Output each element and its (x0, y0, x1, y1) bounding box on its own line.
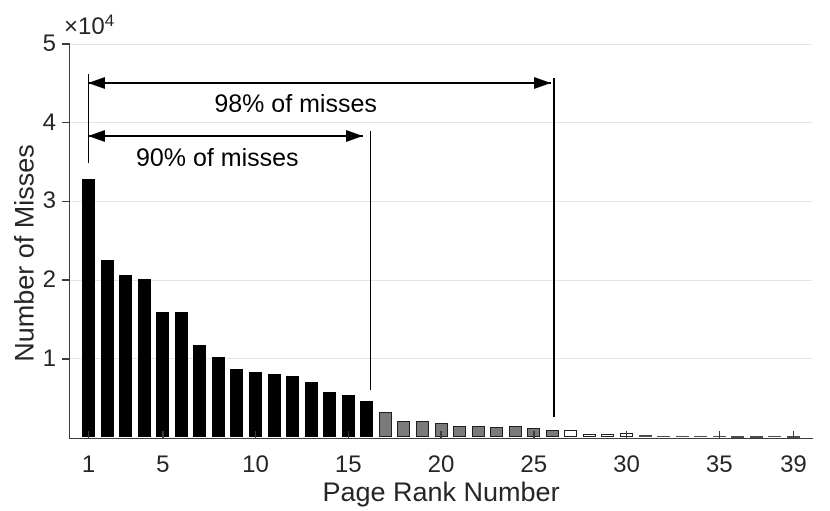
bar-rank-17 (378, 411, 392, 438)
gridline (70, 43, 812, 45)
bar-rank-37 (749, 436, 763, 438)
gridline (70, 122, 812, 124)
bar-rank-23 (490, 427, 504, 438)
annotation-arrow-line (88, 82, 552, 84)
x-axis-label: Page Rank Number (322, 477, 560, 507)
y-tick-label: 2 (42, 266, 56, 294)
bar-rank-12 (286, 376, 300, 438)
x-tick-label: 35 (705, 451, 733, 478)
bar-rank-36 (731, 436, 745, 438)
annotation-arrow-line (88, 135, 363, 137)
range-start-marker (87, 74, 90, 163)
bar-rank-19 (415, 420, 429, 438)
bar-rank-6 (174, 312, 188, 438)
x-tick-label: 5 (156, 451, 170, 478)
annotation-boundary-line (553, 78, 555, 417)
bar-rank-38 (768, 435, 782, 438)
y-axis-exponent: ×104 (64, 10, 114, 41)
x-tick-mark (625, 430, 628, 438)
bar-rank-26 (545, 429, 559, 438)
bar-rank-15 (341, 395, 355, 438)
gridline (70, 358, 812, 360)
bar-rank-24 (508, 426, 522, 438)
x-tick-label: 20 (427, 451, 455, 478)
y-tick-mark (62, 358, 69, 360)
bar-rank-2 (100, 260, 114, 438)
bar-rank-13 (304, 382, 318, 438)
x-tick-mark (87, 430, 90, 438)
bar-rank-16 (360, 401, 374, 438)
bar-rank-14 (323, 391, 337, 438)
bar-rank-3 (119, 275, 133, 438)
x-tick-label: 1 (81, 451, 96, 478)
y-tick-label: 3 (42, 187, 56, 215)
exponent-base: ×10 (64, 13, 105, 40)
bar-rank-10 (249, 372, 262, 438)
x-tick-mark (440, 430, 442, 438)
y-tick-mark (62, 200, 69, 203)
x-tick-mark (347, 430, 349, 438)
x-tick-mark (718, 430, 720, 438)
y-tick-mark (62, 121, 69, 124)
x-tick-mark (792, 430, 795, 438)
arrow-head-left-icon (88, 130, 106, 142)
bar-rank-27 (564, 429, 578, 438)
y-tick-mark (62, 43, 69, 45)
y-tick-mark (62, 279, 69, 281)
bar-rank-28 (582, 433, 596, 438)
exponent-power: 4 (104, 11, 115, 30)
x-tick-label: 15 (334, 451, 362, 478)
arrow-head-right-icon (345, 130, 363, 142)
bar-rank-1 (82, 179, 96, 438)
bar-rank-9 (230, 369, 244, 438)
annotation-label: 98% of misses (214, 90, 377, 118)
bar-rank-29 (601, 433, 615, 438)
y-axis-line (68, 43, 70, 439)
gridline (70, 200, 812, 202)
x-tick-label: 10 (242, 451, 269, 478)
y-tick-label: 1 (42, 344, 56, 372)
bar-rank-21 (453, 426, 467, 438)
x-tick-mark (533, 430, 535, 438)
bar-rank-22 (471, 426, 485, 438)
annotation-label: 90% of misses (135, 144, 299, 172)
bar-rank-7 (193, 344, 207, 438)
y-tick-label: 4 (42, 108, 56, 136)
bar-rank-33 (675, 435, 689, 438)
bar-rank-5 (156, 311, 170, 438)
bar-rank-18 (397, 421, 411, 438)
bar-rank-34 (694, 435, 708, 438)
bar-rank-8 (211, 357, 225, 438)
gridline (70, 279, 812, 281)
y-tick-label: 5 (42, 30, 56, 57)
bar-rank-31 (638, 435, 652, 438)
arrow-head-right-icon (534, 77, 552, 89)
x-tick-label: 39 (780, 451, 807, 478)
bar-rank-32 (657, 435, 671, 438)
annotation-boundary-line (369, 131, 372, 390)
x-tick-mark (162, 430, 164, 438)
bar-rank-4 (137, 278, 151, 438)
bar-rank-11 (267, 373, 281, 438)
arrow-head-left-icon (88, 77, 106, 89)
x-tick-label: 30 (613, 451, 640, 478)
x-axis-line (68, 437, 813, 440)
x-tick-label: 25 (520, 451, 548, 478)
x-tick-mark (254, 430, 257, 438)
